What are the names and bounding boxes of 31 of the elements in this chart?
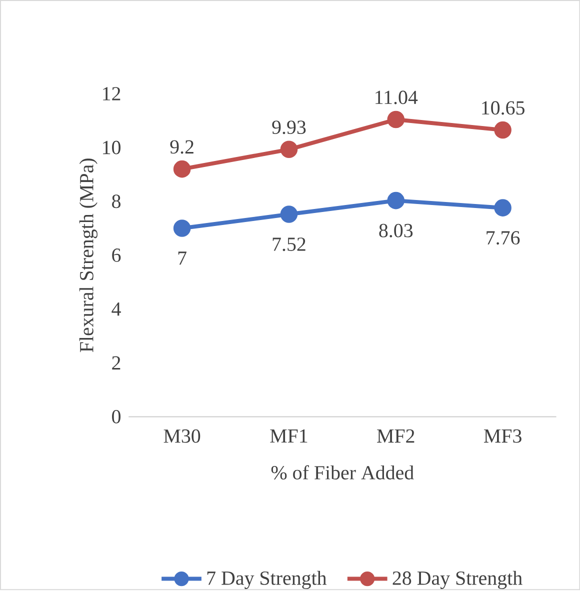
y-tick-label: 12: [102, 87, 120, 100]
x-tick-label: MF1: [270, 429, 308, 443]
data-label: 10.65: [482, 101, 524, 115]
y-tick-label: 10: [102, 140, 120, 154]
point: [387, 192, 404, 210]
data-label: 7.52: [272, 238, 306, 252]
data-label: 7.76: [486, 231, 520, 245]
y-axis-title: Flexural Strength (MPa): [79, 158, 98, 352]
point: [280, 140, 298, 158]
data-label: 8.03: [379, 224, 412, 238]
point: [173, 160, 191, 178]
y-tick-label: 8: [112, 194, 120, 208]
point: [173, 220, 191, 237]
data-label: 11.04: [375, 90, 418, 104]
y-tick-label: 4: [112, 302, 121, 316]
point: [280, 206, 298, 223]
x-tick-label: MF3: [484, 429, 522, 443]
y-tick-label: 6: [112, 248, 121, 262]
point: [494, 199, 512, 216]
data-label: 9.93: [272, 120, 306, 134]
x-tick-label: MF2: [376, 429, 414, 443]
point: [387, 110, 404, 128]
x-axis-title: % of Fiber Added: [271, 465, 414, 480]
legend-label: 28 Day Strength: [392, 570, 522, 589]
y-tick-label: 2: [112, 356, 120, 370]
x-tick-label: M30: [164, 429, 200, 443]
y-tick-label: 0: [112, 410, 120, 424]
point: [494, 121, 512, 139]
data-label: 7: [178, 252, 186, 265]
data-label: 9.2: [170, 140, 194, 154]
legend-label: 7 Day Strength: [207, 570, 326, 589]
